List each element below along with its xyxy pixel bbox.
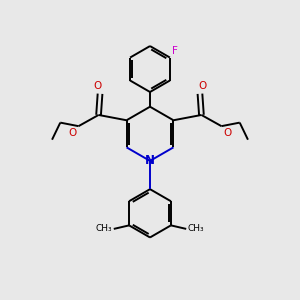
Text: F: F <box>172 46 178 56</box>
Text: O: O <box>224 128 232 138</box>
Text: N: N <box>145 154 155 167</box>
Text: O: O <box>199 81 207 92</box>
Text: CH₃: CH₃ <box>96 224 112 233</box>
Text: O: O <box>93 81 101 92</box>
Text: O: O <box>68 128 76 138</box>
Text: CH₃: CH₃ <box>188 224 204 233</box>
